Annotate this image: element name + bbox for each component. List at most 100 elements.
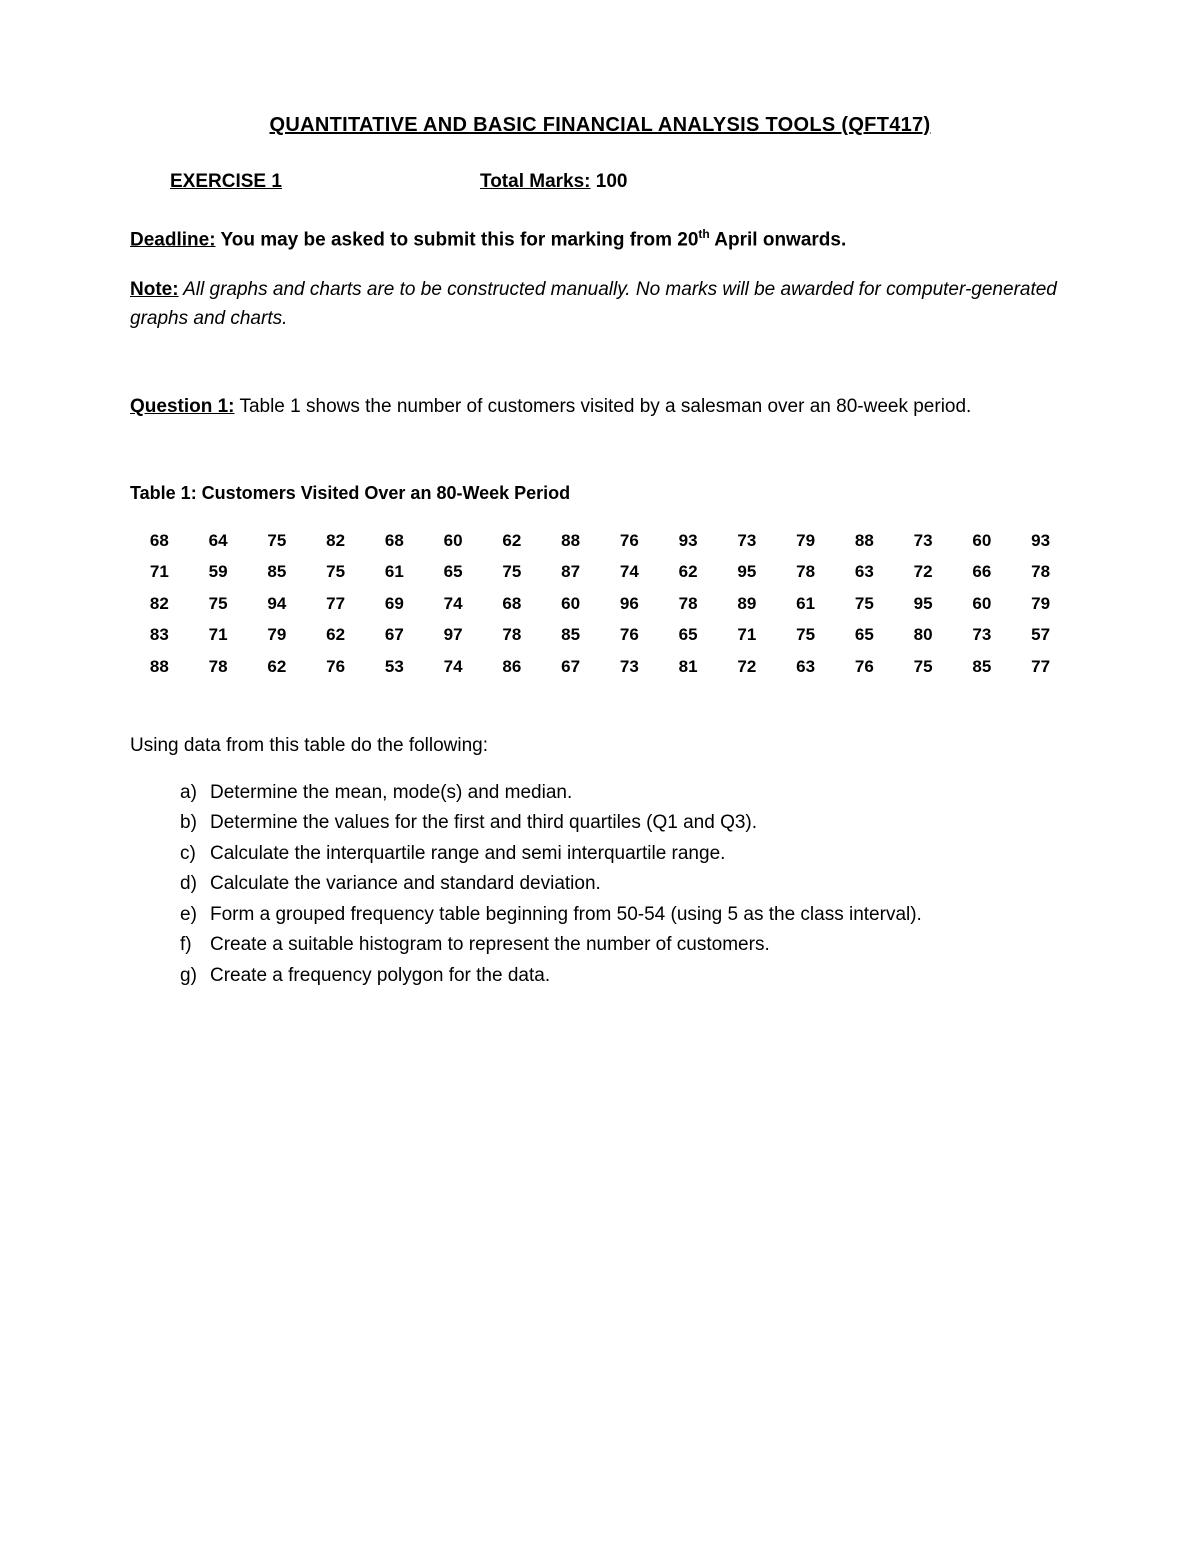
table-cell: 79 [776, 525, 835, 557]
table-cell: 76 [600, 619, 659, 651]
table-cell: 60 [953, 588, 1012, 620]
list-item: e)Form a grouped frequency table beginni… [180, 901, 1070, 930]
table-cell: 85 [248, 556, 307, 588]
list-marker: f) [180, 931, 210, 960]
list-marker: b) [180, 809, 210, 838]
table-cell: 88 [130, 651, 189, 683]
table-cell: 71 [130, 556, 189, 588]
table-cell: 60 [541, 588, 600, 620]
list-item: a)Determine the mean, mode(s) and median… [180, 779, 1070, 808]
note-label: Note: [130, 279, 179, 300]
table-row: 83717962679778857665717565807357 [130, 619, 1070, 651]
table-cell: 71 [189, 619, 248, 651]
table-cell: 93 [1011, 525, 1070, 557]
table-cell: 85 [541, 619, 600, 651]
table-cell: 73 [600, 651, 659, 683]
table-cell: 81 [659, 651, 718, 683]
deadline-text-after: April onwards. [710, 229, 847, 250]
list-item-text: Form a grouped frequency table beginning… [210, 901, 922, 930]
question-label: Question 1: [130, 396, 235, 417]
table-cell: 78 [776, 556, 835, 588]
table-cell: 75 [776, 619, 835, 651]
table-cell: 62 [248, 651, 307, 683]
list-item: b)Determine the values for the first and… [180, 809, 1070, 838]
list-item: f)Create a suitable histogram to represe… [180, 931, 1070, 960]
deadline-label: Deadline: [130, 229, 216, 250]
table-cell: 65 [835, 619, 894, 651]
note-row: Note: All graphs and charts are to be co… [130, 276, 1070, 333]
note-text: All graphs and charts are to be construc… [130, 279, 1057, 329]
list-marker: g) [180, 962, 210, 991]
table-cell: 95 [894, 588, 953, 620]
table-row: 82759477697468609678896175956079 [130, 588, 1070, 620]
table-cell: 61 [365, 556, 424, 588]
table-cell: 88 [835, 525, 894, 557]
marks-container: Total Marks: 100 [480, 168, 628, 197]
list-item: d)Calculate the variance and standard de… [180, 870, 1070, 899]
table-cell: 79 [248, 619, 307, 651]
table-cell: 76 [600, 525, 659, 557]
table-cell: 75 [189, 588, 248, 620]
table-cell: 60 [953, 525, 1012, 557]
list-marker: d) [180, 870, 210, 899]
table-cell: 96 [600, 588, 659, 620]
deadline-text-before: You may be asked to submit this for mark… [216, 229, 699, 250]
table-cell: 95 [718, 556, 777, 588]
table-cell: 74 [424, 588, 483, 620]
table-cell: 93 [659, 525, 718, 557]
table-cell: 78 [189, 651, 248, 683]
table-row: 68647582686062887693737988736093 [130, 525, 1070, 557]
data-table-body: 6864758268606288769373798873609371598575… [130, 525, 1070, 683]
list-marker: a) [180, 779, 210, 808]
table-cell: 83 [130, 619, 189, 651]
table-cell: 82 [130, 588, 189, 620]
table-cell: 53 [365, 651, 424, 683]
list-item-text: Determine the values for the first and t… [210, 809, 757, 838]
table-cell: 76 [306, 651, 365, 683]
list-item-text: Create a frequency polygon for the data. [210, 962, 550, 991]
table-cell: 68 [130, 525, 189, 557]
table-cell: 77 [306, 588, 365, 620]
marks-label: Total Marks: [480, 171, 591, 192]
list-marker: c) [180, 840, 210, 869]
deadline-sup: th [698, 227, 709, 241]
table-cell: 71 [718, 619, 777, 651]
table-cell: 86 [483, 651, 542, 683]
table-cell: 59 [189, 556, 248, 588]
table-cell: 74 [600, 556, 659, 588]
table-cell: 79 [1011, 588, 1070, 620]
table-cell: 68 [365, 525, 424, 557]
table-cell: 80 [894, 619, 953, 651]
question-row: Question 1: Table 1 shows the number of … [130, 393, 1070, 422]
table-cell: 75 [894, 651, 953, 683]
table-cell: 75 [248, 525, 307, 557]
table-cell: 63 [776, 651, 835, 683]
list-marker: e) [180, 901, 210, 930]
table-cell: 78 [659, 588, 718, 620]
table-cell: 82 [306, 525, 365, 557]
table-cell: 62 [483, 525, 542, 557]
exercise-label: EXERCISE 1 [170, 168, 480, 197]
table-cell: 77 [1011, 651, 1070, 683]
table-cell: 72 [894, 556, 953, 588]
table-cell: 60 [424, 525, 483, 557]
table-cell: 94 [248, 588, 307, 620]
deadline-row: Deadline: You may be asked to submit thi… [130, 225, 1070, 255]
table-cell: 65 [659, 619, 718, 651]
table-cell: 85 [953, 651, 1012, 683]
table-cell: 69 [365, 588, 424, 620]
table-cell: 78 [483, 619, 542, 651]
data-table: 6864758268606288769373798873609371598575… [130, 525, 1070, 683]
table-cell: 73 [953, 619, 1012, 651]
table-cell: 76 [835, 651, 894, 683]
table-cell: 89 [718, 588, 777, 620]
table-cell: 62 [659, 556, 718, 588]
table-cell: 68 [483, 588, 542, 620]
table-cell: 97 [424, 619, 483, 651]
list-item: c)Calculate the interquartile range and … [180, 840, 1070, 869]
table-cell: 75 [835, 588, 894, 620]
table-cell: 75 [483, 556, 542, 588]
table-row: 71598575616575877462957863726678 [130, 556, 1070, 588]
table-cell: 74 [424, 651, 483, 683]
table-cell: 65 [424, 556, 483, 588]
